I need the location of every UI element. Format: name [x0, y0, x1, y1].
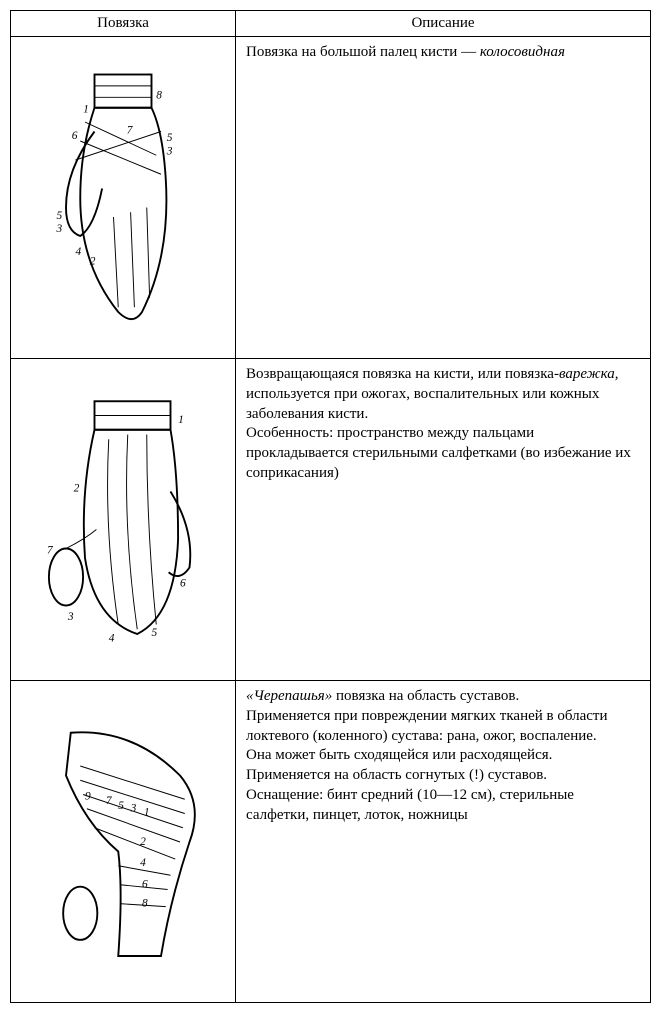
- desc-text: Применяется на область согнутых (!) суст…: [246, 767, 547, 783]
- svg-text:4: 4: [109, 632, 115, 644]
- svg-text:1: 1: [178, 414, 184, 426]
- desc-text: Повязка на большой палец кисти —: [246, 44, 480, 60]
- desc-text: Возвращающаяся повязка на кисти, или по­…: [246, 366, 559, 382]
- desc-text: Особенность: пространство между пальцами…: [246, 425, 631, 481]
- header-bandage: Повязка: [11, 11, 236, 37]
- svg-text:7: 7: [106, 795, 113, 807]
- svg-text:5: 5: [167, 132, 173, 144]
- svg-text:2: 2: [90, 255, 96, 267]
- figure-cell-thumb-spica: 1 8 6 7 5 3 5 3 4 2: [11, 37, 236, 359]
- svg-text:4: 4: [140, 856, 146, 868]
- svg-text:7: 7: [47, 544, 54, 556]
- svg-text:3: 3: [130, 802, 137, 814]
- header-row: Повязка Описание: [11, 11, 651, 37]
- svg-text:2: 2: [140, 835, 146, 847]
- svg-text:5: 5: [152, 626, 158, 638]
- italic-term: варежка,: [559, 366, 619, 382]
- svg-text:8: 8: [142, 897, 148, 909]
- svg-text:3: 3: [166, 145, 173, 157]
- description-cell: «Черепашья» повязка на область суставов.…: [236, 681, 651, 1003]
- svg-text:1: 1: [144, 806, 150, 818]
- bandage-figure-icon: 1 2 7 3 4 5 6: [15, 367, 231, 672]
- bandage-figure-icon: 1 8 6 7 5 3 5 3 4 2: [15, 45, 231, 350]
- desc-text: Применяется при повреждении мягких ткане…: [246, 708, 608, 744]
- svg-text:5: 5: [118, 799, 124, 811]
- italic-term: колосовид­ная: [480, 44, 565, 60]
- figure-cell-mitten: 1 2 7 3 4 5 6: [11, 359, 236, 681]
- svg-text:3: 3: [67, 610, 74, 622]
- svg-text:7: 7: [127, 124, 134, 136]
- svg-text:6: 6: [72, 130, 78, 142]
- figure-cell-turtle: 9 7 5 3 1 2 4 6 8: [11, 681, 236, 1003]
- bandage-table: Повязка Описание: [10, 10, 651, 1003]
- header-description: Описание: [236, 11, 651, 37]
- svg-text:3: 3: [56, 223, 63, 235]
- table-row: 1 2 7 3 4 5 6 Возвращающаяся повязка на …: [11, 359, 651, 681]
- desc-text: повязка на область суставов.: [332, 688, 519, 704]
- description-cell: Возвращающаяся повязка на кисти, или по­…: [236, 359, 651, 681]
- svg-text:6: 6: [142, 878, 148, 890]
- desc-text: используется при ожогах, вос­палительных…: [246, 386, 599, 422]
- desc-text: Оснащение: бинт средний (10—12 см), стер…: [246, 787, 574, 823]
- desc-text: Она может быть сходящейся или расходящей…: [246, 747, 552, 763]
- svg-text:5: 5: [57, 209, 63, 221]
- svg-text:9: 9: [85, 790, 91, 802]
- italic-term: «Черепашья»: [246, 688, 332, 704]
- svg-text:1: 1: [83, 103, 89, 115]
- svg-text:2: 2: [74, 482, 80, 494]
- table-body: 1 8 6 7 5 3 5 3 4 2 Повязка на большой п…: [11, 37, 651, 1003]
- svg-text:8: 8: [156, 89, 162, 101]
- svg-text:6: 6: [180, 577, 186, 589]
- svg-text:4: 4: [76, 246, 82, 258]
- bandage-figure-icon: 9 7 5 3 1 2 4 6 8: [15, 689, 231, 994]
- table-row: 1 8 6 7 5 3 5 3 4 2 Повязка на большой п…: [11, 37, 651, 359]
- description-cell: Повязка на большой палец кисти — колосов…: [236, 37, 651, 359]
- table-row: 9 7 5 3 1 2 4 6 8 «Черепашья» повязка на…: [11, 681, 651, 1003]
